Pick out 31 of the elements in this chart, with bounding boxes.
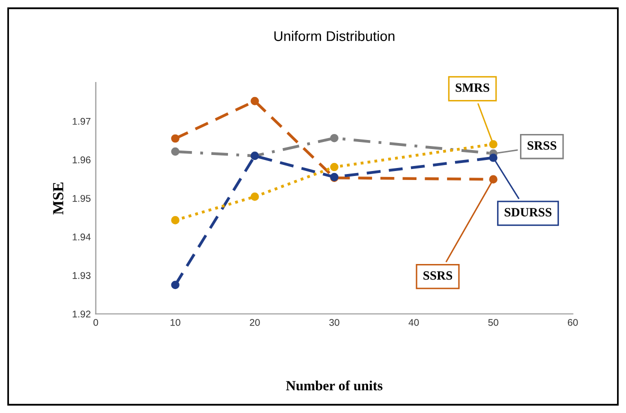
y-tick-label: 1.95 — [72, 194, 91, 202]
point — [330, 134, 338, 142]
y-tick-label: 1.96 — [72, 156, 90, 164]
point — [489, 140, 498, 148]
y-tick-label: 1.94 — [72, 234, 91, 240]
y-tick-label: 1.92 — [72, 310, 90, 318]
x-tick-label: 10 — [170, 319, 180, 326]
point — [250, 96, 259, 106]
x-tick-label: 50 — [488, 319, 498, 326]
y-axis-title: MSE — [53, 182, 64, 215]
point — [250, 192, 259, 201]
y-tick-label: 1.97 — [72, 118, 90, 125]
x-tick-label: 20 — [250, 319, 260, 326]
y-tick-label: 1.93 — [72, 272, 90, 279]
point — [489, 175, 498, 184]
text: SMRS — [456, 83, 490, 92]
point — [330, 162, 338, 172]
point — [489, 154, 498, 162]
x-tick-label: 0 — [93, 319, 98, 326]
x-tick-label: 40 — [408, 319, 419, 326]
point — [171, 280, 180, 290]
point — [171, 134, 180, 143]
point — [171, 216, 180, 224]
x-tick-label: 60 — [568, 319, 578, 326]
legend-label: SRSS — [528, 141, 556, 150]
text: SDURSS — [504, 208, 552, 216]
chart-title: Uniform Distribution — [274, 30, 394, 42]
x-tick-label: 30 — [329, 319, 340, 326]
text: SSRS — [423, 271, 452, 280]
x-axis-title: Number of units — [286, 380, 382, 390]
point — [171, 147, 180, 156]
